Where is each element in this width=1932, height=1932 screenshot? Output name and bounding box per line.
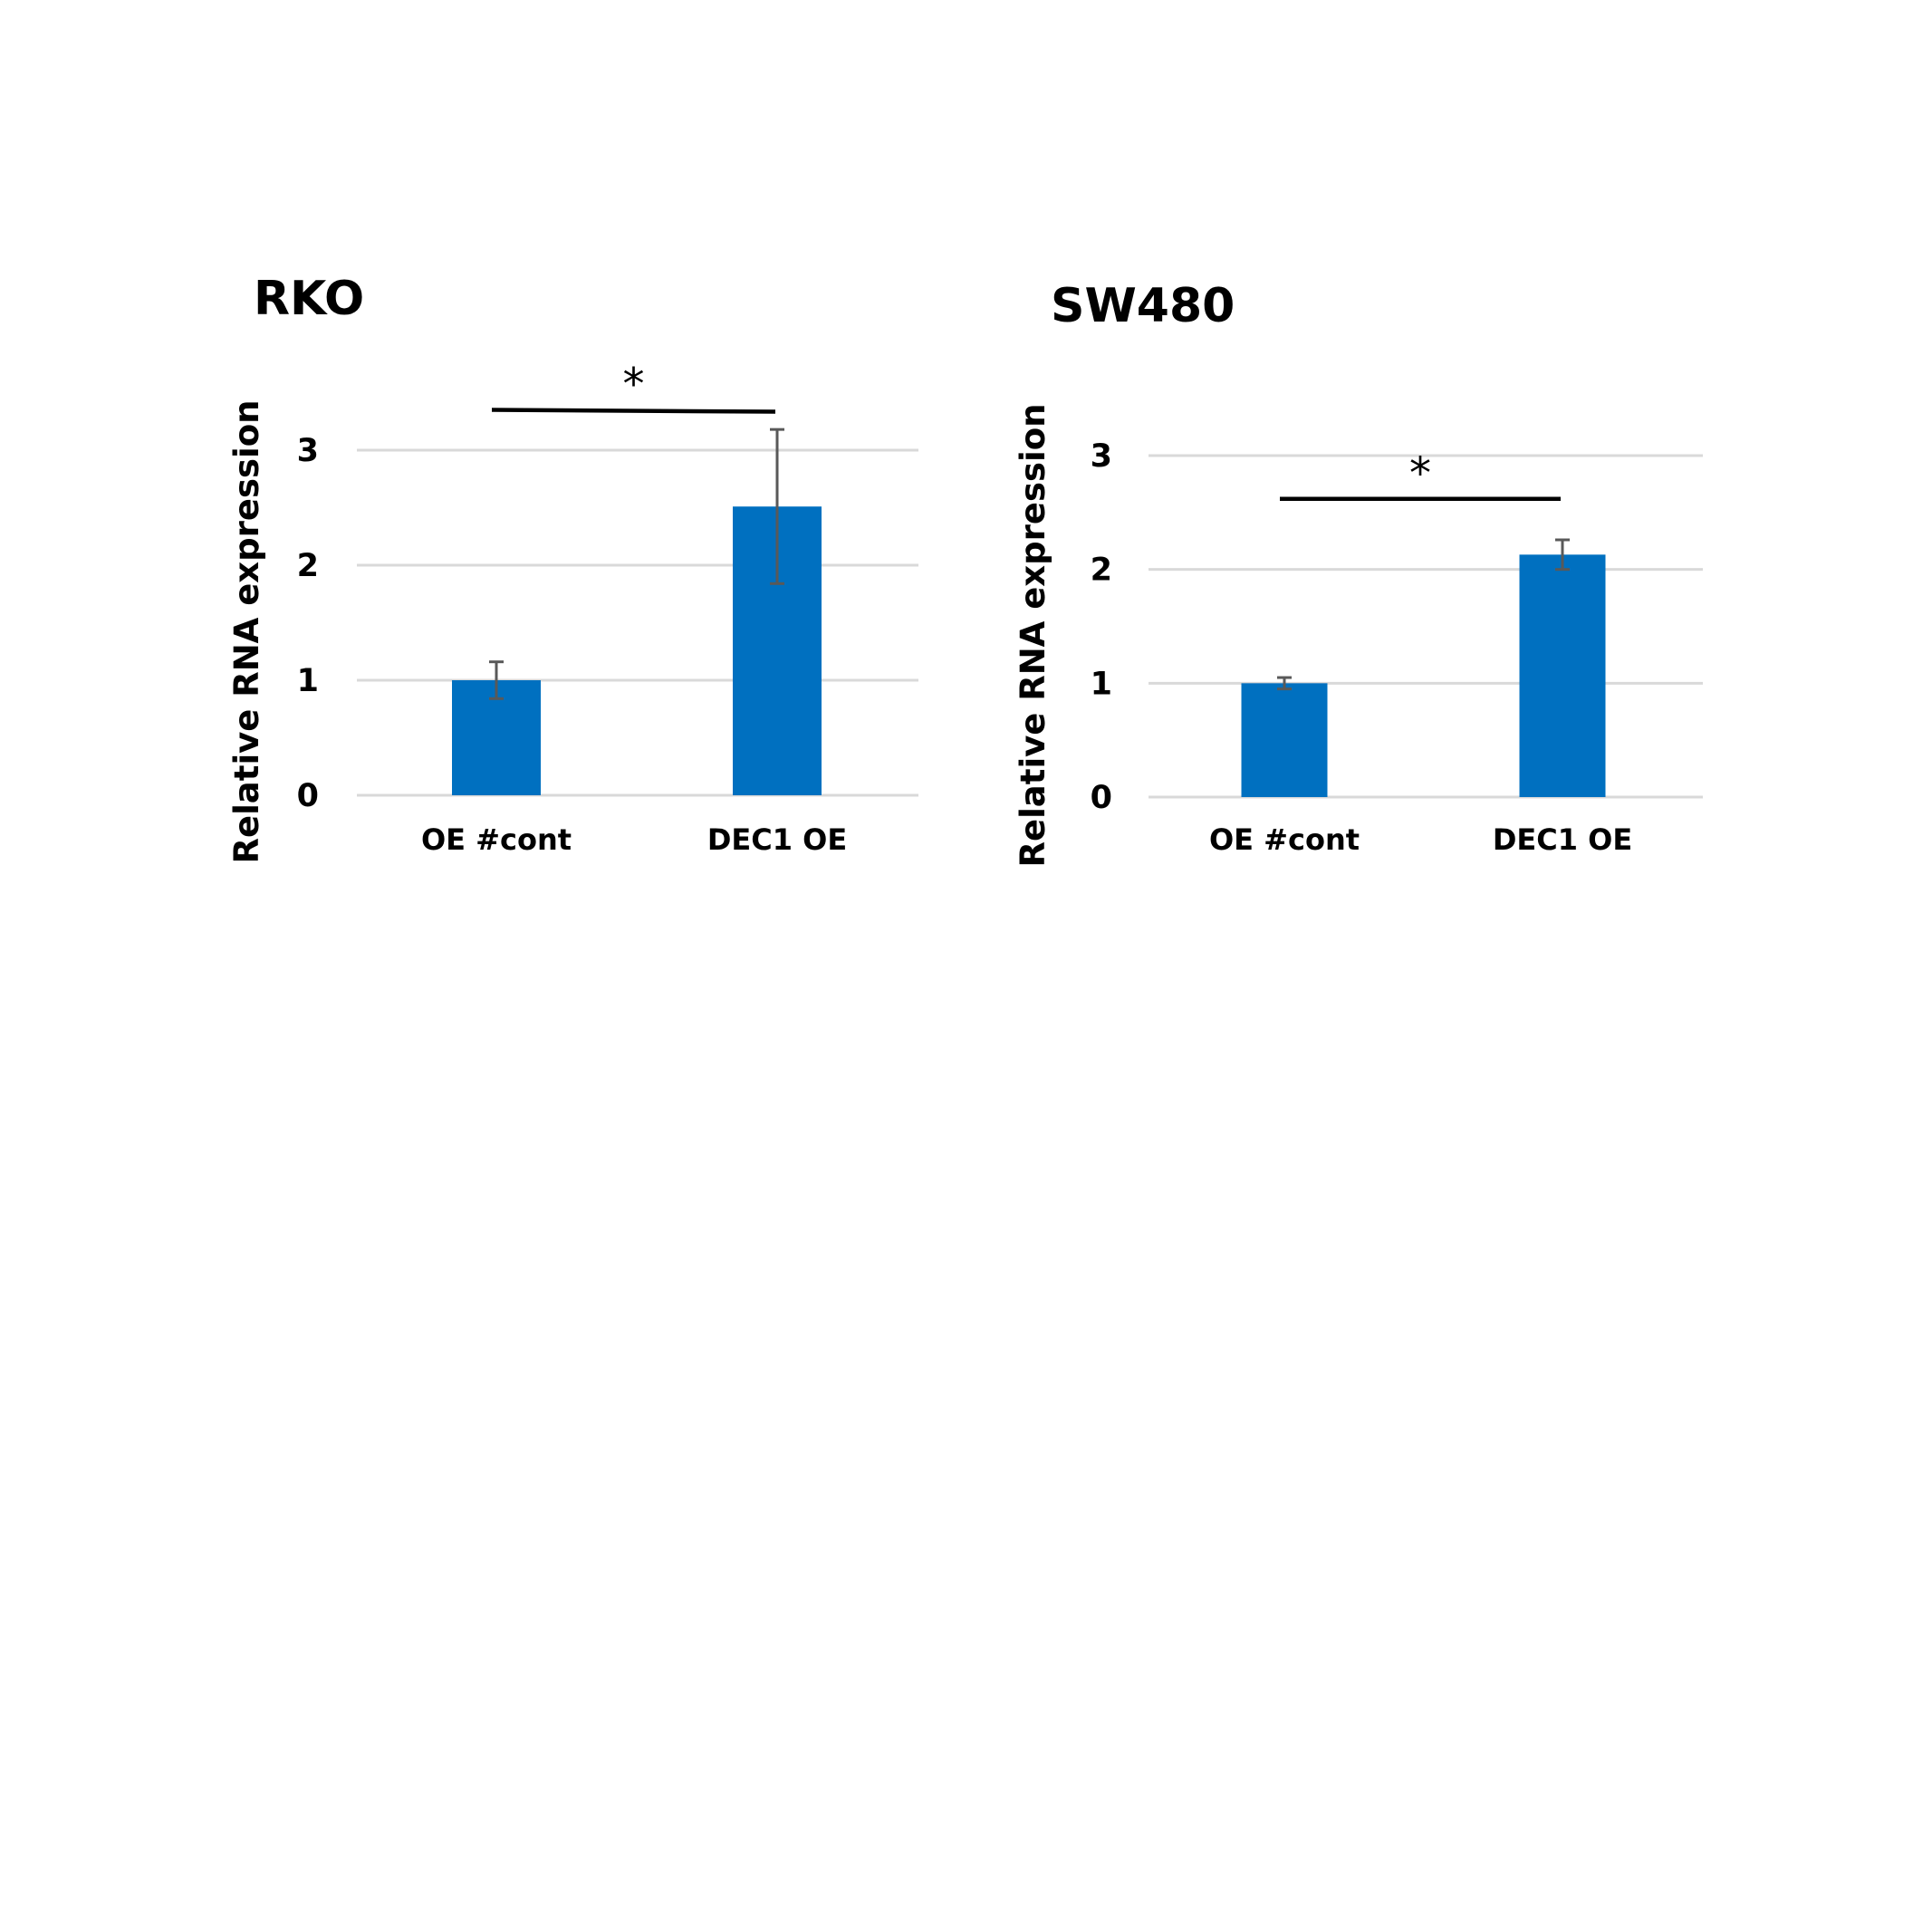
y-tick-label: 0 [297, 778, 319, 814]
significance-bracket [491, 408, 776, 414]
y-axis-label: Relative RNA expression [227, 400, 266, 864]
y-tick-label: 3 [1091, 438, 1112, 475]
y-tick-label: 1 [1091, 666, 1112, 702]
chart-sw480: SW480 Relative RNA expression 0 1 2 3 OE #cont… [1014, 279, 1703, 867]
x-tick-label: DEC1 OE [707, 822, 847, 857]
y-tick-label: 3 [297, 433, 319, 469]
y-tick-label: 2 [297, 548, 319, 584]
y-tick-label: 2 [1091, 553, 1112, 589]
error-bar [1277, 676, 1292, 691]
chart-title: SW480 [1051, 279, 1235, 333]
y-tick-label: 1 [297, 663, 319, 699]
y-tick-label: 0 [1091, 780, 1112, 816]
error-bar [770, 428, 784, 585]
x-tick-label: DEC1 OE [1493, 822, 1632, 857]
chart-title: RKO [254, 272, 364, 326]
bar-oe-cont [1241, 683, 1328, 797]
error-bar [489, 660, 504, 700]
y-axis-label: Relative RNA expression [1014, 404, 1053, 868]
significance-star: * [623, 360, 645, 410]
x-tick-label: OE #cont [1209, 822, 1360, 857]
x-tick-label: OE #cont [421, 822, 572, 857]
chart-rko: RKO Relative RNA expression 0 1 2 3 OE #cont DE… [227, 272, 918, 863]
significance-star: * [1409, 448, 1431, 499]
error-bar [1555, 538, 1570, 572]
bar-dec1-oe [1519, 554, 1606, 797]
